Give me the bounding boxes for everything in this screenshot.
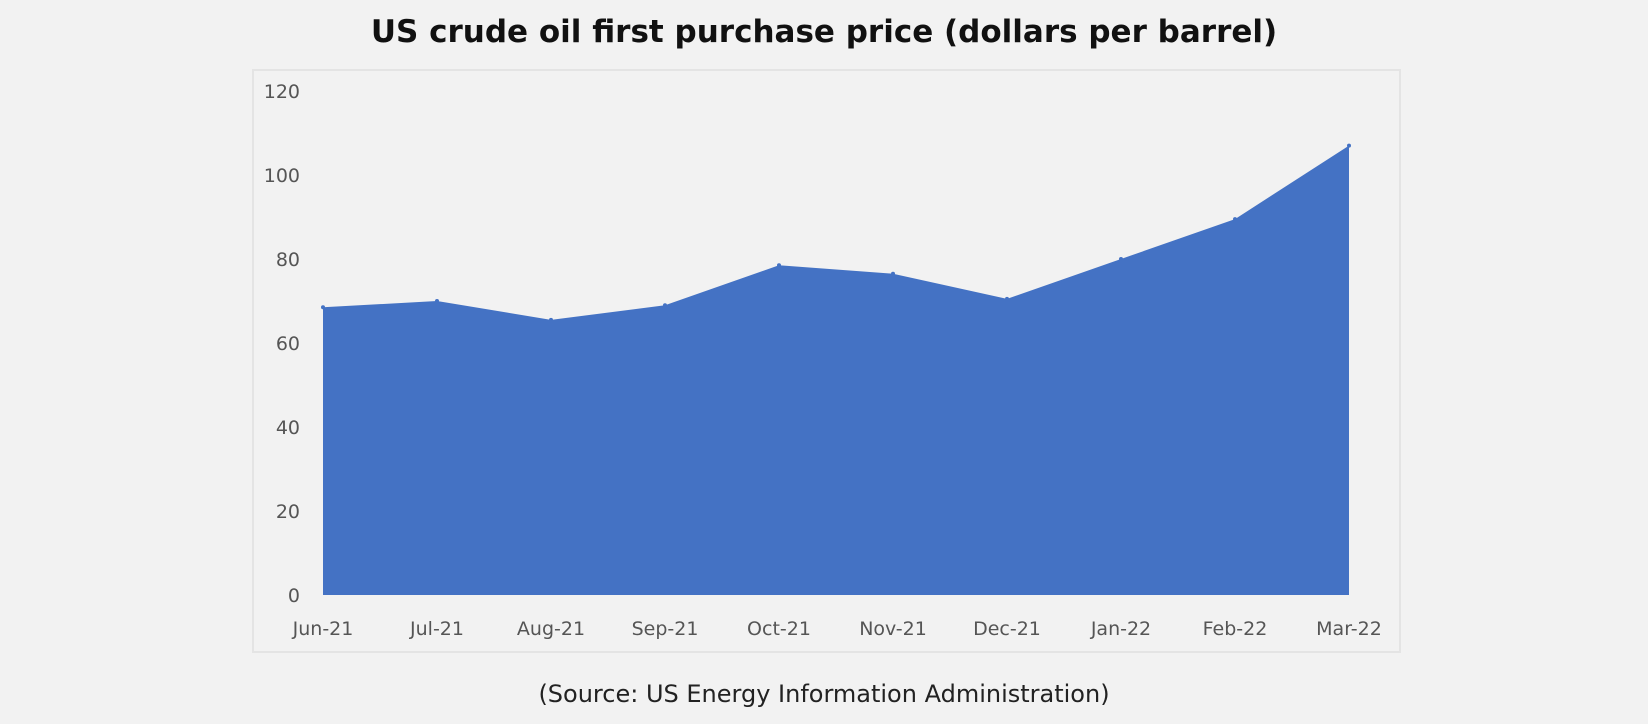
data-point-aug-21 [549, 317, 553, 322]
chart-title: US crude oil first purchase price (dolla… [370, 14, 1278, 50]
x-tick-label: Dec-21 [973, 618, 1041, 640]
x-tick-label: Sep-21 [632, 618, 699, 640]
y-tick-label: 100 [264, 165, 300, 187]
data-point-jan-22 [1119, 257, 1123, 261]
data-point-jun-21 [321, 305, 325, 310]
x-tick-label: Nov-21 [859, 618, 927, 640]
x-tick-label: Aug-21 [517, 618, 585, 640]
y-tick-label: 60 [276, 333, 300, 355]
x-tick-label: Oct-21 [747, 618, 811, 640]
x-tick-label: Jun-21 [292, 618, 354, 640]
x-tick-label: Jan-22 [1090, 618, 1151, 640]
data-point-nov-21 [891, 271, 895, 276]
data-point-oct-21 [777, 263, 781, 268]
x-tick-label: Feb-22 [1203, 618, 1268, 640]
data-point-sep-21 [663, 303, 667, 308]
x-tick-label: Jul-21 [409, 618, 464, 640]
data-point-mar-22 [1347, 143, 1351, 148]
y-tick-label: 40 [276, 417, 300, 439]
y-tick-label: 120 [264, 81, 300, 103]
data-point-dec-21 [1005, 296, 1009, 301]
data-point-feb-22 [1233, 217, 1237, 222]
source-note: (Source: US Energy Information Administr… [538, 680, 1110, 708]
y-tick-label: 80 [276, 249, 300, 271]
y-tick-label: 0 [288, 585, 300, 607]
area-series-0 [323, 145, 1349, 595]
y-tick-label: 20 [276, 501, 300, 523]
data-point-jul-21 [435, 299, 439, 303]
x-tick-label: Mar-22 [1316, 618, 1382, 640]
